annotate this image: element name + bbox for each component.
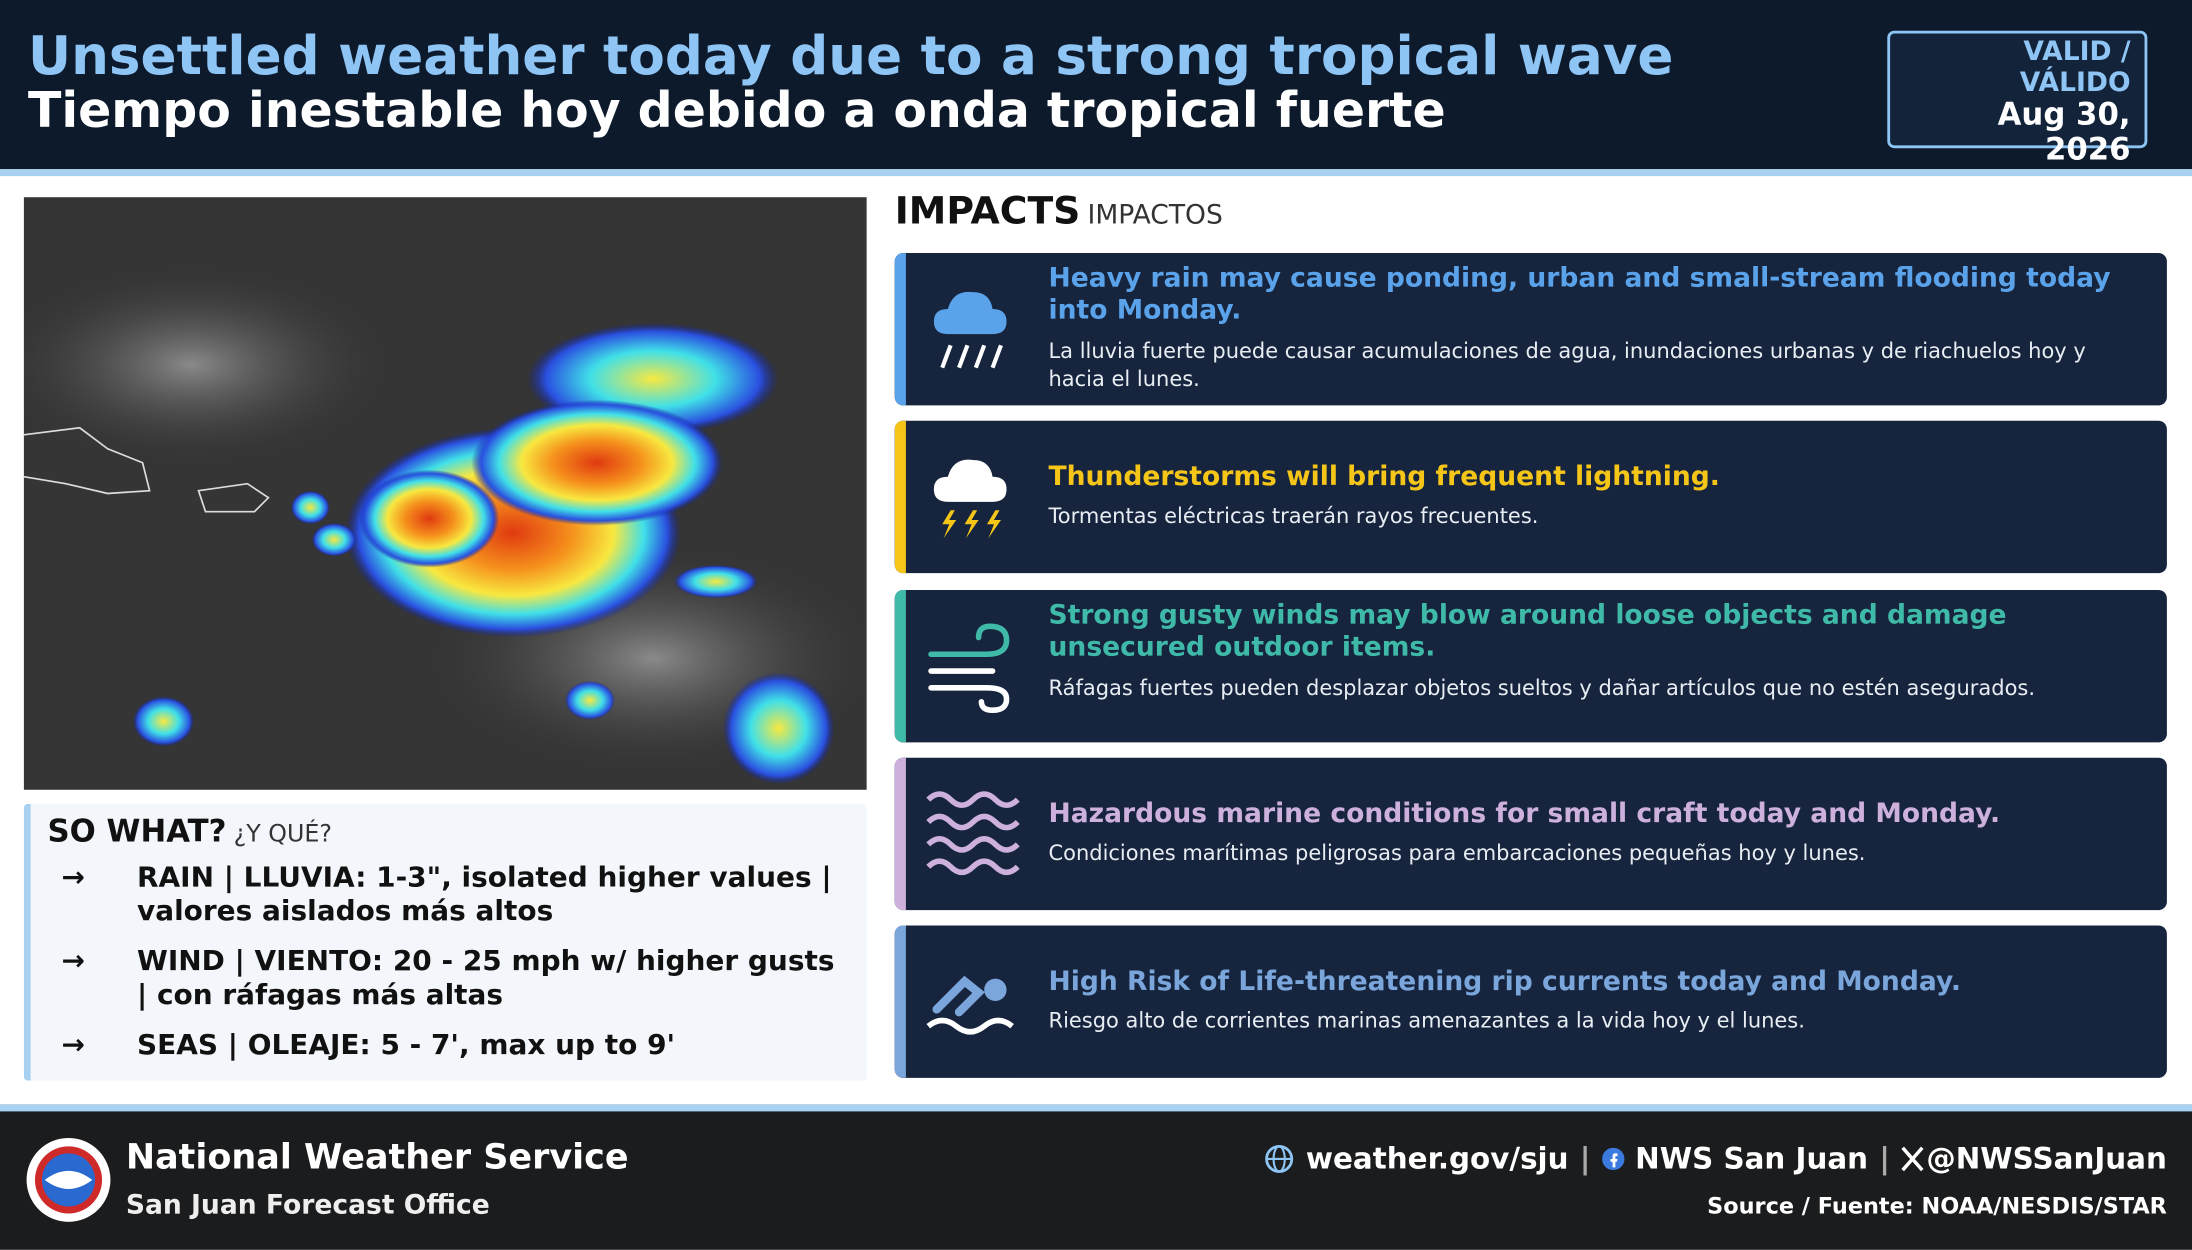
facebook[interactable]: NWS San Juan [1635, 1142, 1869, 1176]
impact-text: Tormentas eléctricas traerán rayos frecu… [1048, 503, 1539, 529]
impact-title: Heavy rain may cause ponding, urban and … [1048, 262, 2111, 326]
impact-text: La lluvia fuerte puede causar acumulacio… [1048, 338, 2086, 392]
valid-date: Aug 30, 2026 [1997, 97, 2131, 168]
impact-card: High Risk of Life-threatening rip curren… [894, 925, 2167, 1079]
nws-logo [26, 1137, 111, 1222]
so-what-item: → SEAS | OLEAJE: 5 - 7', max up to 9' [53, 1028, 850, 1062]
so-what-heading-es: ¿Y QUÉ? [233, 820, 333, 849]
impacts-heading-es: IMPACTOS [1087, 199, 1223, 231]
accent-bar [894, 253, 906, 406]
so-what-box: SO WHAT? ¿Y QUÉ? → RAIN | LLUVIA: 1-3", i… [23, 803, 867, 1081]
divider [0, 169, 2192, 177]
separator: | [1879, 1142, 1891, 1176]
wave [926, 1018, 1014, 1035]
bolt [942, 510, 957, 539]
title: Unsettled weather today due to a strong … [27, 25, 1674, 87]
bolt [964, 510, 979, 539]
arrow: → [61, 1027, 85, 1062]
impact-text: Riesgo alto de corrientes marinas amenaz… [1048, 1008, 1805, 1034]
drop [957, 344, 970, 369]
accent-bar [894, 757, 906, 910]
separator: | [1579, 1142, 1591, 1176]
x-handle[interactable]: @NWSSanJuan [1926, 1142, 2167, 1176]
x-icon [1901, 1146, 1924, 1172]
gust [928, 684, 1010, 713]
body [932, 976, 985, 1017]
cloud [933, 460, 1007, 503]
impact-card: Hazardous marine conditions for small cr… [894, 757, 2167, 910]
satellite-image [23, 197, 867, 790]
so-what-heading-row: SO WHAT? ¿Y QUÉ? [48, 815, 332, 850]
impact-icon [933, 291, 1007, 369]
cloud [933, 291, 1007, 335]
facebook-icon [1601, 1147, 1624, 1171]
drop [973, 344, 987, 369]
impact-title: Hazardous marine conditions for small cr… [1048, 798, 2001, 829]
accent-bar [894, 589, 906, 742]
bolt [986, 510, 1001, 539]
office: San Juan Forecast Office [125, 1189, 490, 1221]
head [984, 978, 1007, 1002]
impact-title: Strong gusty winds may blow around loose… [1048, 599, 2007, 663]
impact-icon [933, 460, 1007, 539]
impact-title: High Risk of Life-threatening rip curren… [1048, 966, 1961, 998]
wave [926, 813, 1020, 831]
header: Unsettled weather today due to a strong … [0, 0, 2192, 196]
globe-icon [1265, 1144, 1294, 1173]
so-what-text: WIND | VIENTO: 20 - 25 mph w/ higher gus… [137, 943, 835, 1011]
social-row: weather.gov/sju | NWS San Juan | @NWSSan… [1264, 1142, 2167, 1176]
wave [926, 835, 1020, 853]
drop [940, 344, 953, 369]
valid-box: VALID / VÁLIDO Aug 30, 2026 3:00 AM AST [1887, 30, 2148, 196]
impact-title: Thunderstorms will bring frequent lightn… [1048, 461, 1720, 493]
source: Source / Fuente: NOAA/NESDIS/STAR [1707, 1192, 2167, 1220]
website[interactable]: weather.gov/sju [1305, 1142, 1569, 1176]
drop [990, 344, 1003, 369]
impact-card: Heavy rain may cause ponding, urban and … [894, 253, 2167, 406]
impact-card: Thunderstorms will bring frequent lightn… [894, 421, 2167, 574]
subtitle: Tiempo inestable hoy debido a onda tropi… [27, 83, 1446, 140]
impacts-heading: IMPACTS [894, 190, 1081, 234]
arrow: → [61, 859, 85, 894]
footer: National Weather Service San Juan Foreca… [0, 1104, 2192, 1250]
so-what-heading: SO WHAT? [47, 815, 227, 850]
impact-text: Condiciones marítimas peligrosas para em… [1048, 840, 1866, 866]
wave [926, 791, 1020, 808]
accent-bar [894, 421, 906, 574]
impact-icon [928, 622, 1010, 713]
so-what-item: → WIND | VIENTO: 20 - 25 mph w/ higher gu… [53, 944, 850, 1011]
agency: National Weather Service [125, 1136, 629, 1178]
so-what-item: → RAIN | LLUVIA: 1-3", isolated higher va… [53, 860, 850, 927]
impact-text: Ráfagas fuertes pueden desplazar objetos… [1048, 674, 2036, 700]
so-what-text: RAIN | LLUVIA: 1-3", isolated higher val… [137, 859, 832, 927]
gust [928, 622, 1010, 657]
accent-bar [894, 925, 906, 1079]
impact-icon [926, 791, 1020, 875]
impact-icon [926, 976, 1014, 1035]
impacts-heading-row: IMPACTS IMPACTOS [895, 190, 1223, 233]
wave [926, 858, 1020, 875]
so-what-text: SEAS | OLEAJE: 5 - 7', max up to 9' [137, 1027, 676, 1062]
impact-card: Strong gusty winds may blow around loose… [894, 589, 2167, 742]
arrow: → [61, 943, 85, 978]
valid-label: VALID / VÁLIDO [2019, 36, 2131, 98]
